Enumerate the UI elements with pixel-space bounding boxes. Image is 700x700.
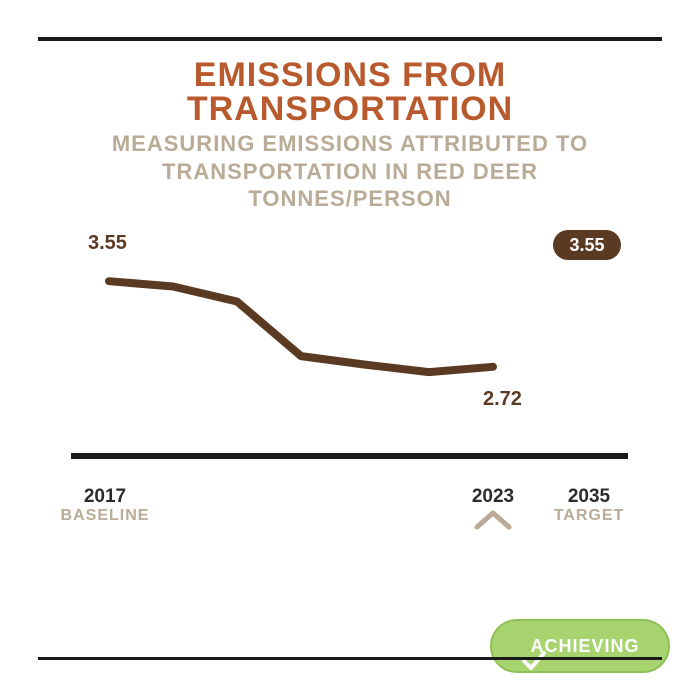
axis-baseline-year: 2017 bbox=[45, 486, 165, 508]
target-value-text: 3.55 bbox=[569, 235, 604, 256]
chart-subtitle-line1: MEASURING EMISSIONS ATTRIBUTED TO bbox=[112, 131, 588, 156]
emissions-line-chart bbox=[71, 225, 628, 455]
x-axis-rule bbox=[71, 453, 628, 459]
target-value-chip: 3.55 bbox=[553, 230, 621, 260]
caret-up-icon bbox=[473, 509, 513, 531]
chart-subtitle: MEASURING EMISSIONS ATTRIBUTED TO TRANSP… bbox=[0, 130, 700, 213]
chart-subtitle-line2: TRANSPORTATION IN RED DEER bbox=[162, 159, 538, 184]
status-pill: ACHIEVING bbox=[490, 619, 670, 673]
axis-target-year: 2035 bbox=[529, 486, 649, 508]
chart-title-line2: TRANSPORTATION bbox=[187, 90, 513, 128]
chart-title-line1: EMISSIONS FROM bbox=[194, 56, 506, 94]
chart-title: EMISSIONS FROM TRANSPORTATION bbox=[0, 58, 700, 126]
bottom-rule bbox=[38, 657, 662, 660]
axis-baseline-sublabel: BASELINE bbox=[45, 507, 165, 525]
top-rule bbox=[38, 37, 662, 41]
axis-target-sublabel: TARGET bbox=[529, 507, 649, 525]
series-end-value: 2.72 bbox=[483, 388, 522, 411]
chart-subtitle-line3: TONNES/PERSON bbox=[248, 186, 451, 211]
chart-card: { "card": { "width_px": 700, "height_px"… bbox=[0, 0, 700, 700]
series-start-value: 3.55 bbox=[88, 232, 127, 255]
